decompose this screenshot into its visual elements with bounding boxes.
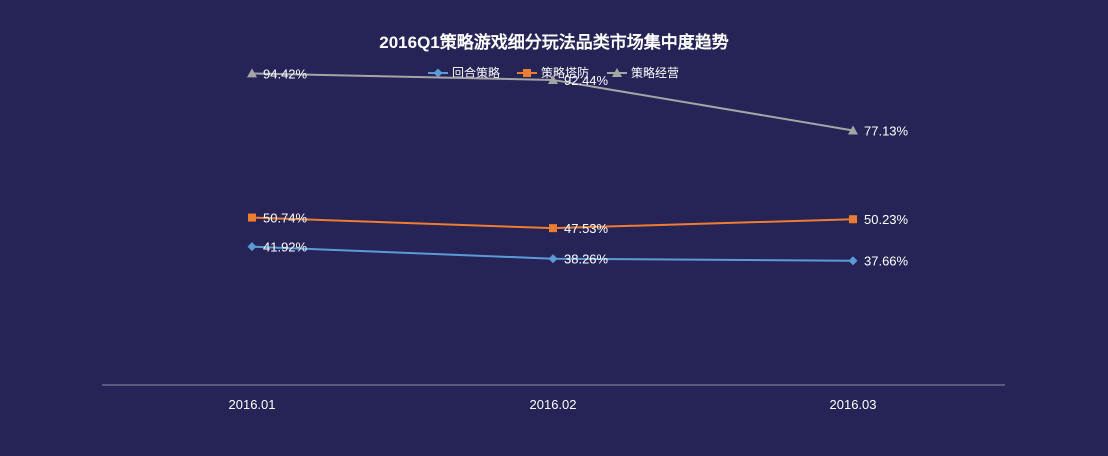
data-label: 94.42% xyxy=(263,66,308,81)
x-tick-label: 2016.03 xyxy=(830,397,877,412)
data-point xyxy=(247,68,257,78)
legend-label: 回合策略 xyxy=(452,65,500,80)
data-label: 41.92% xyxy=(263,240,308,255)
legend: 回合策略 策略塔防 策略经营 xyxy=(428,65,679,80)
legend-marker xyxy=(612,68,622,77)
x-tick-label: 2016.02 xyxy=(530,397,577,412)
data-label: 47.53% xyxy=(564,221,609,236)
data-label: 37.66% xyxy=(864,254,909,269)
legend-marker xyxy=(523,69,531,77)
data-point xyxy=(248,213,256,222)
data-point xyxy=(548,74,558,84)
data-point xyxy=(247,242,257,252)
data-label: 92.44% xyxy=(564,73,609,88)
legend-item: 回合策略 xyxy=(428,65,500,80)
data-point xyxy=(848,256,858,266)
data-point xyxy=(848,125,858,135)
data-label: 50.74% xyxy=(263,211,308,226)
legend-label: 策略经营 xyxy=(631,65,679,80)
series-group: 94.42% 92.44% 77.13% xyxy=(247,66,909,138)
data-point xyxy=(849,215,857,224)
data-point xyxy=(549,224,557,233)
data-label: 38.26% xyxy=(564,252,609,267)
data-label: 50.23% xyxy=(864,212,909,227)
legend-marker xyxy=(433,68,443,78)
x-axis-ticks: 2016.01 2016.02 2016.03 xyxy=(229,397,877,412)
series-group: 41.92% 38.26% 37.66% xyxy=(247,240,909,269)
data-label: 77.13% xyxy=(864,123,909,138)
series-layer: 41.92% 38.26% 37.66% 50.74% 47.53% 50.23% 94.4… xyxy=(247,66,909,269)
series-group: 50.74% 47.53% 50.23% xyxy=(248,211,909,236)
legend-item: 策略经营 xyxy=(607,65,679,80)
chart-title: 2016Q1策略游戏细分玩法品类市场集中度趋势 xyxy=(379,32,729,52)
data-point xyxy=(548,254,558,264)
x-tick-label: 2016.01 xyxy=(229,397,276,412)
